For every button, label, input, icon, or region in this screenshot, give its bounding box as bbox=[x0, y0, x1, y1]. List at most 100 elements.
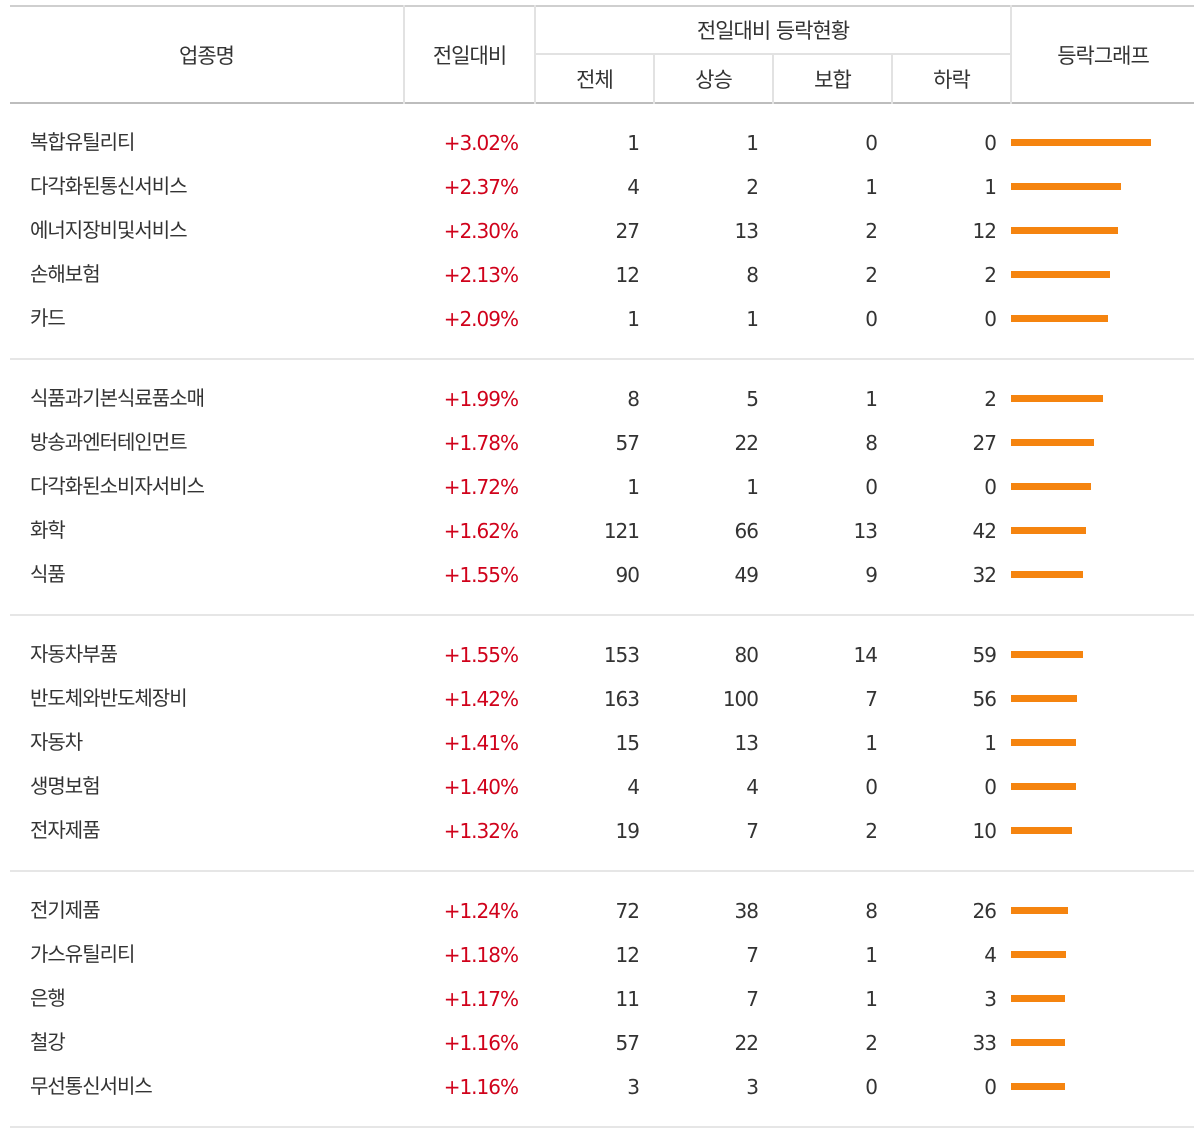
change-rate: +1.32% bbox=[443, 819, 519, 843]
table-row[interactable]: 에너지장비및서비스 +2.30% 27 13 2 12 bbox=[10, 209, 1194, 253]
change-rate: +1.42% bbox=[443, 687, 519, 711]
count-down: 56 bbox=[972, 687, 997, 711]
header-graph: 등락그래프 bbox=[1010, 6, 1194, 103]
sector-name-link[interactable]: 가스유틸리티 bbox=[30, 941, 135, 966]
count-total: 163 bbox=[603, 687, 640, 711]
table-row[interactable]: 가스유틸리티 +1.18% 12 7 1 4 bbox=[10, 933, 1194, 977]
sector-name-link[interactable]: 다각화된소비자서비스 bbox=[30, 473, 205, 498]
table-row[interactable]: 은행 +1.17% 11 7 1 3 bbox=[10, 977, 1194, 1021]
count-up: 66 bbox=[734, 519, 759, 543]
table-row[interactable]: 복합유틸리티 +3.02% 1 1 0 0 bbox=[10, 121, 1194, 165]
count-flat: 2 bbox=[865, 263, 878, 287]
count-down: 1 bbox=[984, 175, 997, 199]
count-up: 100 bbox=[722, 687, 759, 711]
table-row[interactable]: 식품과기본식료품소매 +1.99% 8 5 1 2 bbox=[10, 377, 1194, 421]
sector-name-link[interactable]: 자동차 bbox=[30, 729, 83, 754]
table-row[interactable]: 철강 +1.16% 57 22 2 33 bbox=[10, 1021, 1194, 1065]
count-total: 90 bbox=[615, 563, 640, 587]
sector-name-link[interactable]: 은행 bbox=[30, 985, 66, 1010]
table-row[interactable]: 반도체와반도체장비 +1.42% 163 100 7 56 bbox=[10, 677, 1194, 721]
count-flat: 2 bbox=[865, 219, 878, 243]
table-row[interactable]: 자동차부품 +1.55% 153 80 14 59 bbox=[10, 633, 1194, 677]
count-up: 4 bbox=[746, 775, 759, 799]
table-row[interactable]: 전기제품 +1.24% 72 38 8 26 bbox=[10, 889, 1194, 933]
sector-name-link[interactable]: 무선통신서비스 bbox=[30, 1073, 153, 1098]
table-row[interactable]: 식품 +1.55% 90 49 9 32 bbox=[10, 553, 1194, 597]
change-rate: +1.16% bbox=[443, 1031, 519, 1055]
count-flat: 0 bbox=[865, 775, 878, 799]
count-total: 27 bbox=[615, 219, 640, 243]
count-up: 5 bbox=[746, 387, 759, 411]
sector-name-link[interactable]: 화학 bbox=[30, 517, 66, 542]
header-up: 상승 bbox=[653, 53, 773, 103]
table-row[interactable]: 카드 +2.09% 1 1 0 0 bbox=[10, 297, 1194, 341]
sector-name-link[interactable]: 식품과기본식료품소매 bbox=[30, 385, 205, 410]
change-rate: +1.72% bbox=[443, 475, 519, 499]
count-flat: 8 bbox=[865, 431, 878, 455]
change-bar bbox=[1011, 439, 1094, 446]
header-total: 전체 bbox=[534, 53, 654, 103]
table-row[interactable]: 전자제품 +1.32% 19 7 2 10 bbox=[10, 809, 1194, 853]
table-row[interactable]: 생명보험 +1.40% 4 4 0 0 bbox=[10, 765, 1194, 809]
change-bar bbox=[1011, 139, 1151, 146]
count-down: 0 bbox=[984, 307, 997, 331]
table-row[interactable]: 손해보험 +2.13% 12 8 2 2 bbox=[10, 253, 1194, 297]
sector-name-link[interactable]: 전자제품 bbox=[30, 817, 101, 842]
graph-cell bbox=[1011, 809, 1194, 853]
count-up: 13 bbox=[734, 219, 759, 243]
graph-cell bbox=[1011, 465, 1194, 509]
count-flat: 13 bbox=[853, 519, 878, 543]
count-total: 4 bbox=[627, 775, 640, 799]
sector-name-link[interactable]: 자동차부품 bbox=[30, 641, 118, 666]
count-up: 3 bbox=[746, 1075, 759, 1099]
count-up: 49 bbox=[734, 563, 759, 587]
sector-name-link[interactable]: 다각화된통신서비스 bbox=[30, 173, 188, 198]
graph-cell bbox=[1011, 165, 1194, 209]
sector-name-link[interactable]: 철강 bbox=[30, 1029, 66, 1054]
sector-name-link[interactable]: 복합유틸리티 bbox=[30, 129, 135, 154]
change-rate: +1.78% bbox=[443, 431, 519, 455]
table-row[interactable]: 무선통신서비스 +1.16% 3 3 0 0 bbox=[10, 1065, 1194, 1109]
count-down: 59 bbox=[972, 643, 997, 667]
count-down: 33 bbox=[972, 1031, 997, 1055]
table-row[interactable]: 자동차 +1.41% 15 13 1 1 bbox=[10, 721, 1194, 765]
sector-name-link[interactable]: 방송과엔터테인먼트 bbox=[30, 429, 188, 454]
sector-name-link[interactable]: 카드 bbox=[30, 305, 66, 330]
sector-name-link[interactable]: 손해보험 bbox=[30, 261, 101, 286]
count-up: 38 bbox=[734, 899, 759, 923]
graph-cell bbox=[1011, 209, 1194, 253]
count-total: 121 bbox=[603, 519, 640, 543]
sector-name-link[interactable]: 전기제품 bbox=[30, 897, 101, 922]
table-row[interactable]: 다각화된소비자서비스 +1.72% 1 1 0 0 bbox=[10, 465, 1194, 509]
change-bar bbox=[1011, 483, 1091, 490]
table-row[interactable]: 화학 +1.62% 121 66 13 42 bbox=[10, 509, 1194, 553]
count-flat: 2 bbox=[865, 819, 878, 843]
change-bar bbox=[1011, 995, 1065, 1002]
graph-cell bbox=[1011, 677, 1194, 721]
count-down: 10 bbox=[972, 819, 997, 843]
sector-name-link[interactable]: 식품 bbox=[30, 561, 66, 586]
sector-name-link[interactable]: 에너지장비및서비스 bbox=[30, 217, 188, 242]
count-down: 0 bbox=[984, 131, 997, 155]
count-up: 2 bbox=[746, 175, 759, 199]
count-up: 22 bbox=[734, 431, 759, 455]
sector-name-link[interactable]: 반도체와반도체장비 bbox=[30, 685, 188, 710]
count-total: 15 bbox=[615, 731, 640, 755]
header-status-group: 전일대비 등락현황 bbox=[534, 6, 1011, 54]
change-rate: +2.13% bbox=[443, 263, 519, 287]
count-total: 72 bbox=[615, 899, 640, 923]
count-total: 57 bbox=[615, 1031, 640, 1055]
change-bar bbox=[1011, 651, 1083, 658]
count-down: 12 bbox=[972, 219, 997, 243]
table-row[interactable]: 방송과엔터테인먼트 +1.78% 57 22 8 27 bbox=[10, 421, 1194, 465]
count-flat: 1 bbox=[865, 175, 878, 199]
count-down: 42 bbox=[972, 519, 997, 543]
table-body: 복합유틸리티 +3.02% 1 1 0 0 다각화된통신서비스 +2.37% 4 2 1 1 에너지장비… bbox=[10, 103, 1194, 1128]
table-row[interactable]: 다각화된통신서비스 +2.37% 4 2 1 1 bbox=[10, 165, 1194, 209]
change-rate: +1.62% bbox=[443, 519, 519, 543]
count-up: 7 bbox=[746, 943, 759, 967]
graph-cell bbox=[1011, 121, 1194, 165]
change-bar bbox=[1011, 227, 1118, 234]
sector-name-link[interactable]: 생명보험 bbox=[30, 773, 101, 798]
graph-cell bbox=[1011, 977, 1194, 1021]
